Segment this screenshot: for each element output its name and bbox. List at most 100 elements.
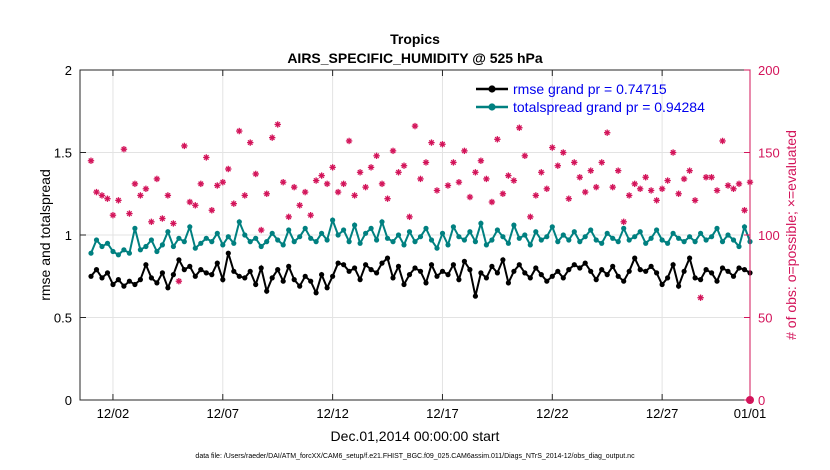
rmse-point [269, 275, 275, 281]
totalspread-point [719, 239, 726, 245]
x-tick-label: 12/22 [536, 406, 569, 421]
totalspread-point [692, 239, 698, 245]
totalspread-point [104, 240, 111, 246]
totalspread-point [730, 237, 737, 243]
obs-evaluated-marker [208, 207, 216, 214]
obs-evaluated-marker [148, 218, 155, 225]
rmse-point [461, 258, 467, 264]
x-axis-label: Dec.01,2014 00:00:00 start [331, 428, 500, 444]
totalspread-point [445, 242, 451, 248]
obs-evaluated-marker [505, 172, 512, 179]
rmse-point [291, 277, 297, 283]
rmse-point [412, 265, 418, 271]
obs-evaluated-marker [631, 180, 638, 188]
obs-evaluated-marker [323, 180, 331, 188]
rmse-point [379, 260, 385, 266]
rmse-point [406, 272, 413, 278]
obs-evaluated-marker [225, 165, 232, 173]
totalspread-point [88, 250, 94, 256]
rmse-point [714, 278, 720, 284]
rmse-point [500, 257, 506, 263]
rmse-point [703, 267, 709, 273]
y-right-tick-label: 0 [758, 393, 765, 408]
rmse-point [181, 267, 187, 273]
rmse-point [264, 288, 270, 294]
totalspread-point [406, 229, 413, 235]
totalspread-point [335, 232, 341, 238]
obs-evaluated-marker [516, 124, 523, 131]
rmse-point [395, 263, 402, 269]
rmse-point [374, 270, 380, 276]
rmse-point [456, 277, 462, 283]
totalspread-point [423, 225, 429, 231]
obs-evaluated-marker [422, 159, 430, 166]
totalspread-point [236, 219, 242, 225]
rmse-point [417, 268, 424, 274]
totalspread-point [670, 230, 676, 236]
obs-evaluated-marker [181, 142, 188, 150]
rmse-point [220, 277, 226, 283]
totalspread-point [472, 239, 478, 245]
totalspread-point [198, 240, 204, 246]
obs-evaluated-marker [384, 195, 391, 202]
totalspread-point [505, 240, 511, 246]
obs-evaluated-marker [730, 185, 737, 192]
rmse-point [428, 262, 435, 268]
x-tick-label: 12/02 [97, 406, 130, 421]
obs-evaluated-marker [329, 164, 336, 171]
totalspread-point [643, 240, 649, 246]
totalspread-point [242, 232, 248, 238]
obs-evaluated-marker [472, 169, 479, 176]
rmse-point [203, 270, 209, 276]
obs-evaluated-marker [197, 180, 205, 188]
totalspread-point [346, 239, 352, 245]
totalspread-point [428, 237, 435, 243]
obs-evaluated-marker [334, 188, 342, 196]
rmse-point [698, 277, 704, 283]
rmse-point [176, 257, 182, 263]
obs-evaluated-marker [153, 175, 161, 183]
obs-evaluated-marker [263, 190, 270, 197]
rmse-point [258, 265, 264, 271]
obs-evaluated-marker [609, 183, 616, 191]
obs-evaluated-marker [93, 188, 100, 196]
obs-evaluated-marker [510, 177, 518, 184]
rmse-point [357, 277, 363, 283]
totalspread-point [132, 225, 138, 231]
rmse-point [549, 273, 555, 279]
rmse-point [275, 267, 281, 273]
totalspread-point [467, 229, 473, 235]
totalspread-point [566, 237, 572, 243]
totalspread-point [159, 242, 165, 248]
totalspread-point [291, 239, 297, 245]
rmse-point [676, 283, 682, 289]
totalspread-point [582, 234, 588, 240]
totalspread-point [741, 224, 748, 230]
rmse-point [121, 283, 127, 289]
rmse-point [577, 265, 583, 271]
obs-evaluated-marker [691, 197, 699, 204]
obs-evaluated-marker [582, 188, 589, 196]
obs-evaluated-marker [203, 154, 210, 161]
y-axis-label: rmse and totalspread [37, 169, 53, 301]
rmse-point [610, 263, 616, 269]
obs-evaluated-marker [175, 278, 183, 285]
rmse-point [110, 281, 116, 288]
rmse-point [643, 268, 649, 274]
obs-evaluated-marker [702, 174, 710, 181]
totalspread-point [698, 230, 704, 236]
totalspread-point [549, 224, 555, 230]
obs-evaluated-marker [131, 180, 139, 188]
obs-evaluated-marker [285, 213, 292, 221]
obs-evaluated-marker [274, 121, 281, 128]
rmse-point [533, 265, 539, 271]
rmse-point [494, 270, 500, 276]
obs-evaluated-marker [532, 192, 540, 199]
totalspread-point [648, 235, 654, 241]
totalspread-point [417, 234, 424, 240]
totalspread-point [297, 234, 303, 240]
totalspread-point [494, 227, 500, 233]
totalspread-point [489, 237, 495, 243]
totalspread-point [93, 237, 100, 243]
